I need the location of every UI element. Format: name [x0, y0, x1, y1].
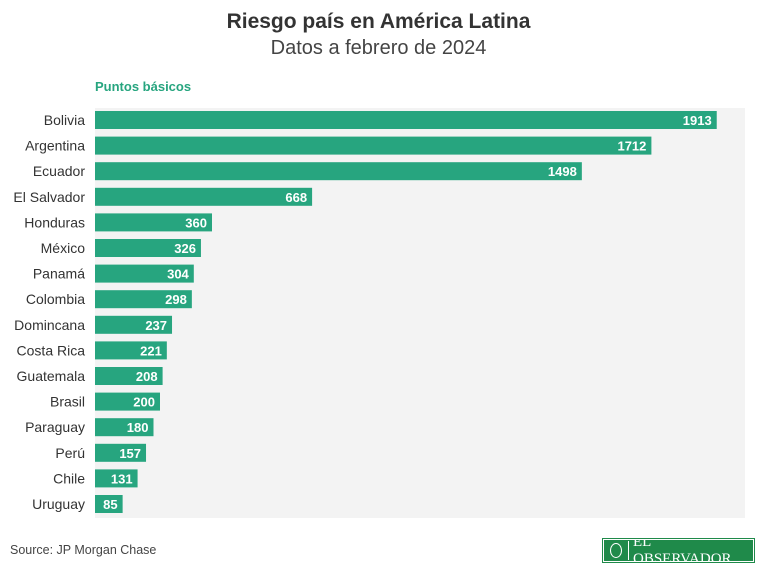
- value-label: 1913: [683, 113, 712, 128]
- source-note: Source: JP Morgan Chase: [10, 543, 157, 557]
- logo-text: EL OBSERVADOR: [633, 533, 732, 567]
- category-label: Chile: [53, 470, 85, 486]
- category-label: Bolivia: [44, 112, 85, 128]
- value-label: 237: [145, 318, 167, 333]
- value-label: 85: [103, 497, 117, 512]
- category-label: Perú: [55, 445, 85, 461]
- value-label: 360: [185, 215, 207, 230]
- category-label: Paraguay: [25, 419, 85, 435]
- bar: [95, 290, 192, 309]
- bar: [95, 187, 313, 206]
- chart-subtitle: Datos a febrero de 2024: [270, 37, 487, 59]
- value-label: 298: [165, 292, 187, 307]
- category-label: Domincana: [14, 317, 85, 333]
- bar: [95, 443, 147, 462]
- bar: [95, 418, 154, 437]
- bar: [95, 162, 582, 181]
- category-label: Honduras: [24, 214, 85, 230]
- bar: [95, 136, 652, 155]
- category-label: Colombia: [26, 291, 85, 307]
- value-label: 221: [140, 343, 162, 358]
- category-label: Costa Rica: [17, 342, 86, 358]
- unit-label: Puntos básicos: [95, 79, 192, 94]
- category-label: El Salvador: [13, 189, 85, 205]
- bar: [95, 239, 201, 257]
- value-label: 668: [285, 190, 307, 205]
- value-label: 200: [133, 395, 155, 410]
- bar: [95, 264, 194, 283]
- value-label: 180: [127, 420, 149, 435]
- value-label: 326: [174, 241, 196, 256]
- category-label: Uruguay: [32, 496, 85, 512]
- category-label: Argentina: [25, 138, 85, 154]
- category-label: Guatemala: [17, 368, 86, 384]
- value-label: 1498: [548, 164, 577, 179]
- bar: [95, 367, 163, 385]
- bar: [95, 111, 717, 129]
- value-label: 304: [167, 267, 189, 282]
- chart-title: Riesgo país en América Latina: [226, 10, 531, 33]
- bar: [95, 315, 173, 334]
- bar: [95, 213, 212, 232]
- value-label: 157: [119, 446, 141, 461]
- category-label: Brasil: [50, 394, 85, 410]
- bar: [95, 469, 138, 488]
- bar: [95, 341, 167, 360]
- logo-circle-icon: [610, 543, 622, 558]
- bar: [95, 495, 123, 513]
- value-label: 1712: [617, 139, 646, 154]
- category-label: Ecuador: [33, 163, 85, 179]
- el-observador-logo: EL OBSERVADOR: [602, 534, 755, 567]
- category-label: México: [41, 240, 86, 256]
- bar: [95, 392, 160, 411]
- value-label: 131: [111, 471, 133, 486]
- category-label: Panamá: [33, 266, 85, 282]
- value-label: 208: [136, 369, 158, 384]
